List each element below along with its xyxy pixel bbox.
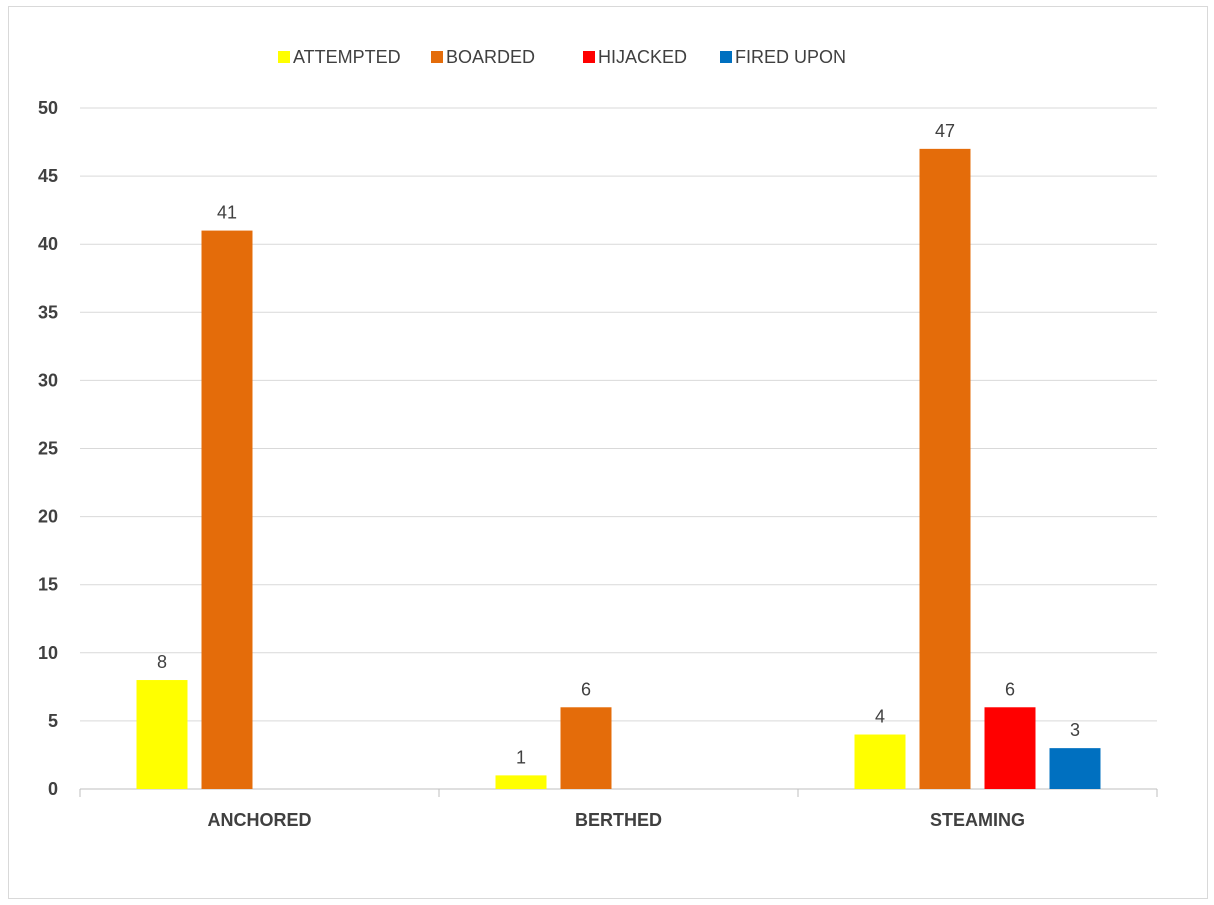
y-tick-label: 40 (38, 234, 58, 254)
y-tick-label: 50 (38, 98, 58, 118)
bar-boarded-anchored (201, 230, 253, 789)
data-label: 41 (217, 203, 237, 223)
legend-label: BOARDED (446, 47, 535, 67)
y-tick-label: 25 (38, 439, 58, 459)
x-category-label: BERTHED (575, 810, 662, 830)
legend-label: ATTEMPTED (293, 47, 401, 67)
x-category-label: ANCHORED (207, 810, 311, 830)
y-tick-label: 10 (38, 643, 58, 663)
gridlines (80, 107, 1157, 722)
x-axis: ANCHORED BERTHED STEAMING (79, 788, 1158, 830)
legend-swatch (583, 51, 595, 63)
data-label: 8 (157, 652, 167, 672)
data-label: 6 (581, 679, 591, 699)
data-label: 4 (875, 707, 885, 727)
data-label: 47 (935, 121, 955, 141)
bar-boarded-berthed (560, 707, 612, 789)
y-tick-label: 15 (38, 575, 58, 595)
bar-attempted-steaming (854, 734, 906, 789)
bar-attempted-anchored (136, 680, 188, 789)
y-tick-label: 20 (38, 507, 58, 527)
x-category-label: STEAMING (930, 810, 1025, 830)
y-tick-label: 35 (38, 302, 58, 322)
legend-swatch (278, 51, 290, 63)
y-tick-label: 5 (48, 711, 58, 731)
y-tick-label: 0 (48, 779, 58, 799)
y-tick-label: 45 (38, 166, 58, 186)
bar-hijacked-steaming (984, 707, 1036, 789)
data-label: 6 (1005, 679, 1015, 699)
bar-fired-upon-steaming (1049, 748, 1101, 789)
data-label: 3 (1070, 720, 1080, 740)
bar-boarded-steaming (919, 148, 971, 790)
legend-swatch (431, 51, 443, 63)
y-axis: 0 5 10 15 20 25 30 35 40 45 50 (38, 98, 58, 799)
data-labels: 8 41 1 6 4 47 6 3 (157, 121, 1080, 768)
y-tick-label: 30 (38, 370, 58, 390)
legend-label: FIRED UPON (735, 47, 846, 67)
legend: ATTEMPTED BOARDED HIJACKED FIRED UPON (278, 47, 846, 67)
bar-attempted-berthed (495, 775, 547, 789)
legend-swatch (720, 51, 732, 63)
bars (136, 148, 1101, 790)
data-label: 1 (516, 747, 526, 767)
legend-label: HIJACKED (598, 47, 687, 67)
